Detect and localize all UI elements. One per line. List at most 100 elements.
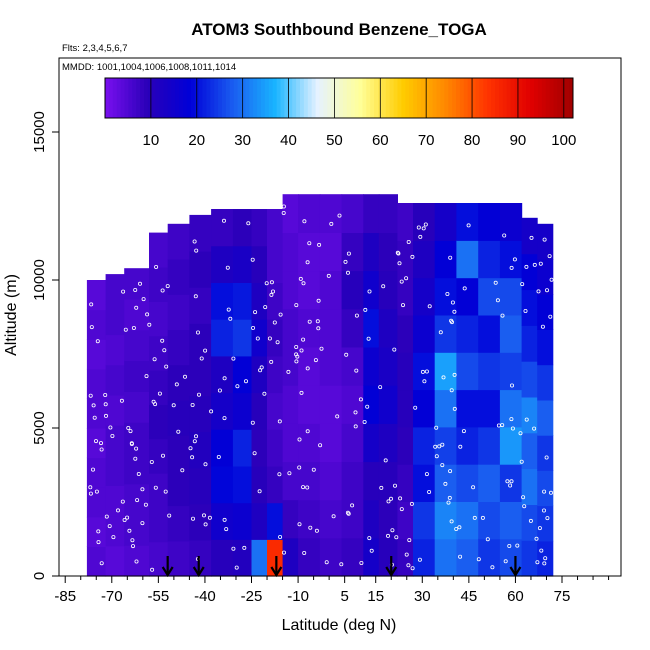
sample-point	[130, 544, 135, 549]
sample-point	[388, 496, 393, 501]
sample-point	[131, 325, 136, 330]
arrow-marker-2	[270, 556, 283, 578]
sample-point	[399, 507, 404, 512]
heatmap-cell-15-5	[378, 346, 398, 386]
heatmap-cell-15-0	[378, 537, 398, 577]
sample-point	[122, 518, 127, 523]
heatmap-cell-9-5	[267, 355, 284, 394]
sample-point	[345, 270, 350, 275]
sample-point	[434, 425, 439, 430]
sample-point	[193, 434, 198, 439]
sample-point	[378, 385, 383, 390]
heatmap-cell-0-0	[86, 546, 107, 577]
sample-point	[448, 255, 453, 260]
sample-point	[317, 242, 322, 247]
sample-point	[420, 369, 425, 374]
heatmap-cell-9-7	[267, 282, 284, 320]
sample-point	[152, 357, 157, 362]
heatmap-cell-6-0	[211, 539, 234, 577]
sample-point	[140, 487, 145, 492]
heatmap-cell-6-8	[211, 245, 234, 283]
sample-point	[231, 546, 236, 551]
sample-point	[270, 289, 275, 294]
heatmap-cell-5-8	[189, 251, 212, 288]
sample-point	[366, 336, 371, 341]
heatmap-cell-12-5	[319, 346, 343, 386]
sample-point	[253, 310, 258, 315]
colorbar-swatch	[280, 78, 285, 118]
sample-point	[512, 257, 517, 262]
colorbar-swatch	[132, 78, 137, 118]
x-tick-label: -70	[101, 588, 123, 605]
sample-point	[269, 292, 274, 297]
heatmap-cell-5-6	[189, 323, 212, 360]
heatmap-cell-22-9	[521, 217, 538, 255]
heatmap-cell-14-4	[363, 385, 380, 424]
colorbar-swatch	[296, 78, 301, 118]
heatmap-cell-2-2	[124, 483, 150, 515]
heatmap-cell-15-6	[378, 308, 398, 348]
heatmap-cell-18-4	[434, 389, 457, 428]
heatmap-cell-21-5	[499, 352, 523, 391]
sample-point	[281, 550, 286, 555]
sample-point	[99, 561, 104, 566]
sample-point	[263, 305, 268, 310]
heatmap-cell-12-8	[319, 232, 343, 272]
heatmap-cell-9-8	[267, 245, 284, 283]
sample-point	[272, 320, 277, 325]
sample-point	[413, 405, 418, 410]
sample-point	[136, 471, 141, 476]
sample-point	[362, 419, 367, 424]
colorbar-tick-label: 60	[372, 132, 389, 149]
sample-point	[203, 522, 208, 527]
heatmap-cell-5-7	[189, 287, 212, 324]
sample-point	[201, 513, 206, 518]
colorbar-swatch	[272, 78, 278, 118]
heatmap-cell-7-6	[232, 319, 253, 357]
heatmap-cell-11-4	[298, 385, 321, 424]
heatmap-cell-8-2	[251, 465, 268, 504]
heatmap-cell-10-4	[282, 385, 299, 424]
colorbar-swatch	[374, 78, 379, 118]
colorbar-swatch	[342, 78, 348, 118]
x-axis: -85 -70 -55 -40 -25 -10 5 15 30 45 60 75	[54, 575, 621, 605]
sample-point	[171, 403, 176, 408]
y-tick-label: 10000	[31, 259, 48, 301]
sample-point	[524, 417, 529, 422]
colorbar-swatch	[292, 78, 297, 118]
sample-point	[548, 314, 553, 319]
colorbar-swatch	[452, 78, 457, 118]
heatmap-cell-20-0	[478, 538, 501, 577]
sample-point	[311, 467, 316, 472]
heatmap-cell-0-8	[86, 309, 107, 340]
sample-point	[424, 369, 429, 374]
colorbar-frame	[104, 77, 574, 119]
sample-point	[404, 552, 409, 557]
heatmap-cell-23-1	[537, 505, 554, 542]
heatmap-cell-21-6	[499, 314, 523, 353]
sample-point	[346, 511, 351, 516]
heatmap-cell-1-3	[105, 455, 125, 486]
heatmap-cells	[86, 194, 554, 577]
heatmap-cell-22-4	[521, 396, 538, 434]
colorbar-swatch	[436, 78, 441, 118]
sample-point	[399, 279, 404, 284]
sample-point	[472, 515, 477, 520]
heatmap-cell-22-1	[521, 504, 538, 541]
colorbar-swatch	[237, 78, 242, 118]
heatmap-cell-19-1	[456, 501, 479, 540]
sample-point	[545, 288, 550, 293]
heatmap-cell-18-0	[434, 538, 457, 577]
colorbar-swatch	[409, 78, 414, 118]
heatmap-cell-0-4	[86, 428, 107, 459]
heatmap-cell-9-2	[267, 465, 284, 504]
heatmap-cell-16-7	[397, 277, 414, 316]
x-tick-label: 60	[507, 588, 524, 605]
sample-point	[350, 503, 355, 508]
heatmap-cell-0-7	[86, 339, 107, 370]
sample-point	[367, 536, 372, 541]
colorbar-swatch	[459, 78, 465, 118]
sample-point	[224, 527, 229, 532]
sample-point	[398, 496, 403, 501]
colorbar-tick-label: 70	[418, 132, 435, 149]
